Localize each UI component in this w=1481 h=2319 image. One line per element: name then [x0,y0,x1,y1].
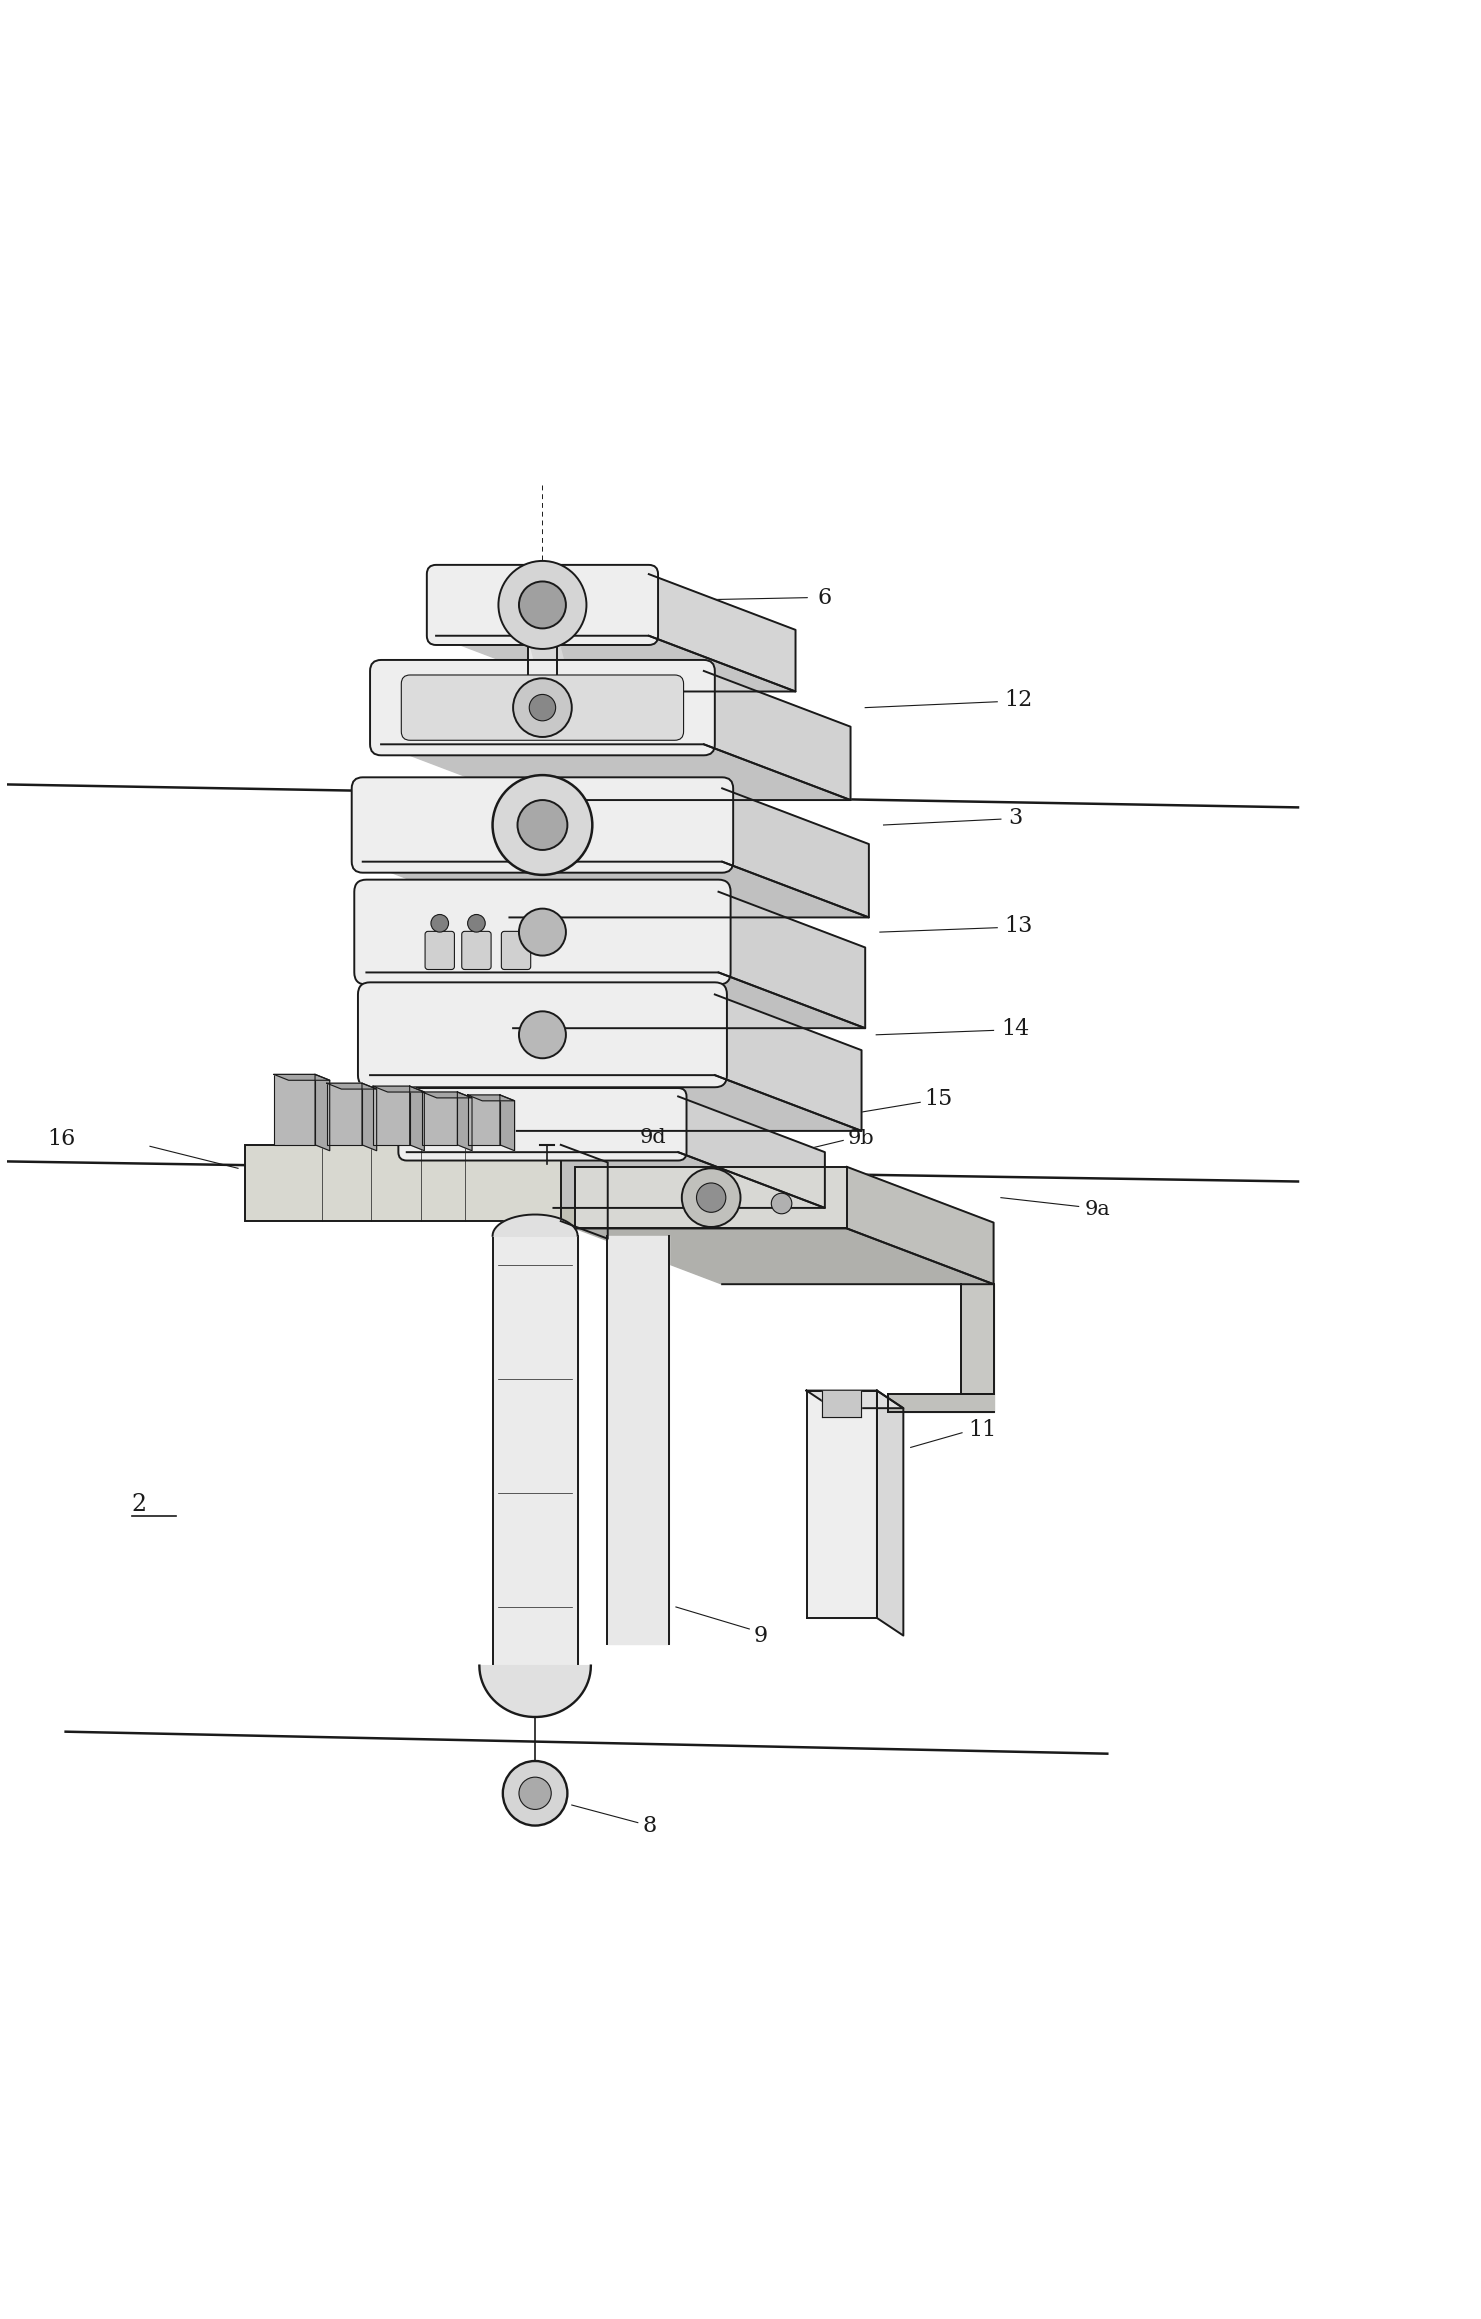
FancyBboxPatch shape [358,983,727,1088]
Circle shape [431,914,449,932]
Polygon shape [327,1083,376,1090]
Polygon shape [366,972,865,1027]
Text: 9d: 9d [640,1127,666,1148]
Polygon shape [370,1076,862,1132]
Text: 2: 2 [132,1493,147,1517]
Circle shape [529,693,555,721]
Circle shape [696,1183,726,1213]
Text: 16: 16 [47,1127,76,1150]
FancyBboxPatch shape [425,932,455,969]
Circle shape [518,1776,551,1809]
Polygon shape [718,893,865,1027]
Text: 12: 12 [1004,689,1032,712]
Bar [576,1166,847,1229]
Bar [373,1085,410,1146]
FancyBboxPatch shape [502,932,530,969]
Text: 6: 6 [818,587,832,608]
FancyBboxPatch shape [351,777,733,872]
Bar [422,1092,458,1146]
Polygon shape [407,1153,825,1208]
Bar [327,1083,361,1146]
Text: 9: 9 [754,1626,767,1646]
Circle shape [518,909,566,955]
Polygon shape [480,1665,591,1716]
Polygon shape [847,1166,994,1285]
Polygon shape [373,1085,425,1092]
Polygon shape [493,1236,578,1665]
Polygon shape [961,1285,994,1394]
FancyBboxPatch shape [370,661,715,756]
Polygon shape [576,1229,994,1285]
Polygon shape [422,1092,472,1097]
Text: 3: 3 [1009,807,1022,828]
Circle shape [504,1760,567,1825]
FancyBboxPatch shape [401,675,684,740]
Text: 13: 13 [1004,916,1032,937]
FancyBboxPatch shape [462,932,492,969]
Circle shape [512,677,572,737]
Polygon shape [381,744,850,800]
Bar [246,1146,561,1222]
Polygon shape [468,1095,514,1102]
Circle shape [681,1169,740,1227]
Polygon shape [822,1391,860,1417]
Polygon shape [723,788,869,918]
FancyBboxPatch shape [354,879,730,986]
Text: 15: 15 [924,1088,952,1111]
Polygon shape [889,1394,994,1412]
Polygon shape [274,1074,330,1081]
FancyBboxPatch shape [427,566,658,645]
Polygon shape [877,1391,903,1635]
Polygon shape [361,1083,376,1150]
Circle shape [468,914,486,932]
Bar [468,1095,501,1146]
Circle shape [517,800,567,851]
Circle shape [493,775,592,874]
Text: 9b: 9b [847,1129,874,1148]
Text: 14: 14 [1001,1018,1029,1039]
Bar [274,1074,315,1146]
Circle shape [518,582,566,628]
Polygon shape [493,1215,578,1236]
Circle shape [772,1194,792,1213]
Polygon shape [315,1074,330,1150]
Polygon shape [678,1097,825,1208]
Polygon shape [807,1391,903,1408]
Circle shape [499,561,586,649]
Text: 11: 11 [969,1419,997,1440]
Polygon shape [527,635,564,663]
Polygon shape [649,575,795,691]
Polygon shape [458,1092,472,1150]
Polygon shape [715,995,862,1132]
Polygon shape [703,670,850,800]
Text: 8: 8 [643,1813,656,1837]
Polygon shape [410,1085,425,1150]
Polygon shape [527,635,557,686]
Polygon shape [501,1095,514,1150]
Circle shape [518,1011,566,1057]
FancyBboxPatch shape [398,1088,687,1160]
Polygon shape [561,1146,607,1238]
Polygon shape [363,863,869,918]
Polygon shape [807,1391,877,1619]
Text: 9a: 9a [1084,1199,1111,1220]
Polygon shape [607,1236,668,1644]
Polygon shape [435,635,795,691]
